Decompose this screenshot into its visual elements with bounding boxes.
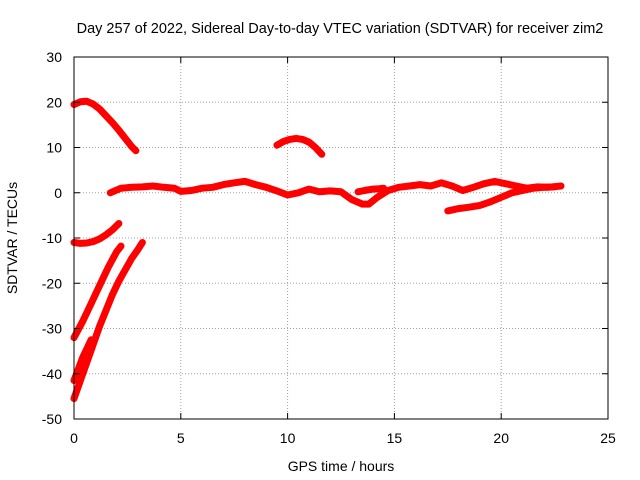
series-arc-7 bbox=[273, 134, 326, 158]
x-tick-label: 0 bbox=[70, 430, 78, 446]
x-tick-labels: 0 5 10 15 20 25 bbox=[70, 430, 616, 446]
y-tick-label: -40 bbox=[42, 366, 62, 382]
y-tick-label: -10 bbox=[42, 230, 62, 246]
y-axis-label: SDTVAR / TECUs bbox=[4, 182, 20, 294]
series-arc-2 bbox=[70, 220, 123, 247]
tick-marks bbox=[73, 56, 609, 420]
x-tick-label: 20 bbox=[493, 430, 509, 446]
series-arc-1 bbox=[70, 97, 140, 155]
y-tick-label: 30 bbox=[46, 49, 62, 65]
series-arc-9 bbox=[444, 183, 559, 215]
x-tick-label: 25 bbox=[600, 430, 616, 446]
x-axis-label: GPS time / hours bbox=[288, 458, 395, 474]
y-tick-label: -20 bbox=[42, 275, 62, 291]
series-arc-4 bbox=[70, 239, 146, 403]
y-tick-label: 10 bbox=[46, 140, 62, 156]
series-group bbox=[70, 97, 565, 403]
x-tick-label: 5 bbox=[177, 430, 185, 446]
y-tick-label: -30 bbox=[42, 321, 62, 337]
y-tick-label: -50 bbox=[42, 411, 62, 427]
x-tick-label: 15 bbox=[387, 430, 403, 446]
grid bbox=[74, 57, 608, 419]
x-tick-label: 10 bbox=[280, 430, 296, 446]
series-arc-6 bbox=[106, 177, 565, 208]
series-arc-3 bbox=[70, 242, 125, 342]
y-tick-label: 0 bbox=[54, 185, 62, 201]
series-arc-8 bbox=[354, 184, 388, 196]
chart-title: Day 257 of 2022, Sidereal Day-to-day VTE… bbox=[77, 21, 604, 37]
y-tick-label: 20 bbox=[46, 94, 62, 110]
series-arc-5 bbox=[70, 336, 95, 384]
y-tick-labels: -50 -40 -30 -20 -10 0 10 20 30 bbox=[42, 49, 62, 427]
